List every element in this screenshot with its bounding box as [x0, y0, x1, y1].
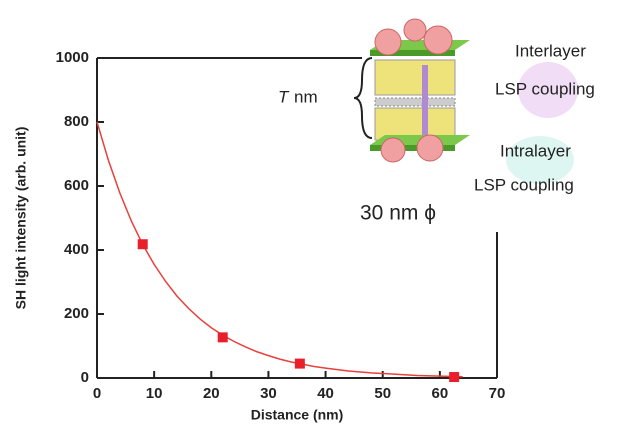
x-tick-label: 10 — [146, 385, 163, 402]
annotation: nm — [294, 87, 318, 106]
x-tick-label: 20 — [203, 385, 220, 402]
y-tick-label: 200 — [64, 305, 89, 322]
data-point — [217, 332, 228, 343]
x-tick-label: 40 — [317, 385, 334, 402]
annotation: 30 nm ϕ — [360, 202, 436, 225]
y-tick-label: 800 — [64, 113, 89, 130]
data-point — [137, 239, 148, 250]
y-tick-label: 600 — [64, 177, 89, 194]
x-tick-label: 0 — [93, 385, 101, 402]
annotation: Intralayer — [500, 141, 571, 160]
annotation: T — [278, 87, 290, 106]
y-tick-label: 400 — [64, 241, 89, 258]
inset-illustration — [353, 18, 578, 184]
annotation: LSP coupling — [474, 175, 574, 194]
x-tick-label: 30 — [260, 385, 277, 402]
y-tick-label: 1000 — [56, 49, 89, 66]
x-tick-label: 70 — [489, 385, 506, 402]
data-point — [294, 358, 305, 369]
y-tick-label: 0 — [81, 369, 89, 386]
y-axis-label: SH light intensity (arb. unit) — [13, 127, 29, 310]
x-tick-label: 50 — [374, 385, 391, 402]
annotation: LSP coupling — [495, 79, 595, 98]
x-axis-label: Distance (nm) — [251, 407, 344, 423]
fit-line — [96, 121, 463, 378]
data-point — [449, 372, 460, 383]
x-tick-label: 60 — [432, 385, 449, 402]
annotation: Interlayer — [515, 41, 586, 60]
